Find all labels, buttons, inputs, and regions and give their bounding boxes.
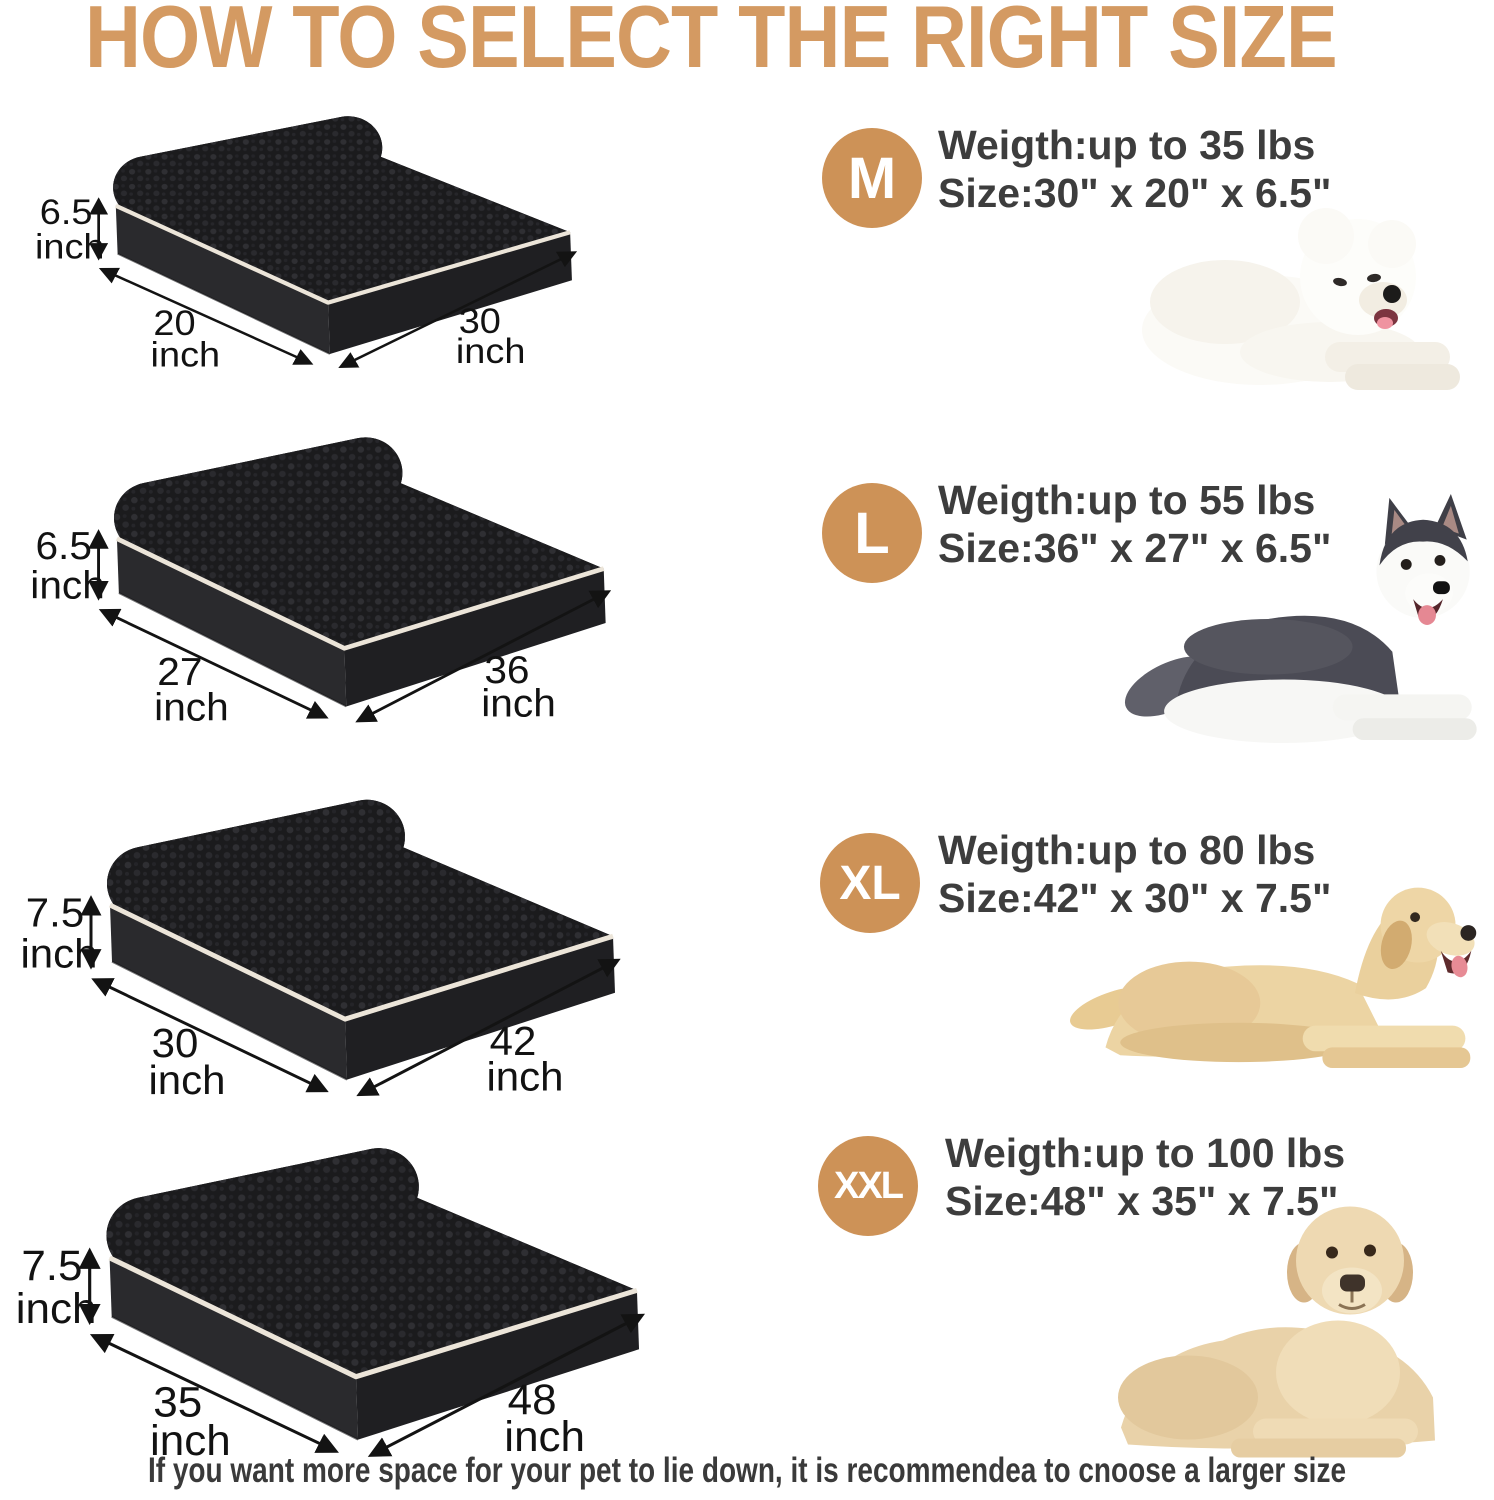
bed-illustration-m: 6.5 inch 20 inch 30 inch xyxy=(35,116,578,373)
dog-photo-golden-retriever xyxy=(1070,887,1477,1069)
dimension-arrows xyxy=(89,197,578,369)
width-value: 35 xyxy=(153,1379,202,1426)
weight-label: Weigth:up to 55 lbs xyxy=(938,477,1316,523)
size-info-m: Weigth:up to 35 lbs Size:30" x 20" x 6.5… xyxy=(938,122,1331,218)
bichon-dog-image xyxy=(1142,208,1460,390)
height-value: 6.5 xyxy=(35,525,91,568)
size-badge-xl: XL xyxy=(820,833,920,933)
length-unit: inch xyxy=(456,332,526,371)
dimension-arrows xyxy=(80,895,621,1097)
width-unit: inch xyxy=(154,686,229,728)
size-badge-l: L xyxy=(822,483,922,583)
size-label: Size:36" x 27" x 6.5" xyxy=(938,524,1332,571)
size-label: Size:42" x 30" x 7.5" xyxy=(938,874,1332,921)
width-unit: inch xyxy=(150,1417,231,1463)
weight-label: Weigth:up to 80 lbs xyxy=(938,827,1316,873)
height-value: 6.5 xyxy=(40,192,93,231)
length-value: 36 xyxy=(484,649,529,692)
height-unit: inch xyxy=(30,564,105,607)
husky-dog-image xyxy=(1124,493,1477,744)
bed-illustration-l: 6.5 inch 27 inch 36 inch xyxy=(30,437,612,728)
dog-photo-labrador xyxy=(1118,1206,1435,1458)
size-info-xxl: Weigth:up to 100 lbs Size:48" x 35" x 7.… xyxy=(945,1130,1345,1226)
size-label: Size:30" x 20" x 6.5" xyxy=(938,169,1332,216)
length-unit: inch xyxy=(486,1053,563,1099)
length-value: 48 xyxy=(508,1377,557,1424)
labrador-dog-image xyxy=(1118,1206,1435,1458)
height-value: 7.5 xyxy=(21,1243,82,1290)
page-title: HOW TO SELECT THE RIGHT SIZE xyxy=(85,0,1338,86)
length-unit: inch xyxy=(504,1413,585,1460)
length-value: 30 xyxy=(459,302,501,341)
width-unit: inch xyxy=(148,1057,225,1102)
length-unit: inch xyxy=(481,682,556,725)
width-value: 27 xyxy=(157,650,202,693)
size-badge-xxl: XXL xyxy=(818,1136,918,1236)
weight-label: Weigth:up to 100 lbs xyxy=(945,1130,1346,1176)
height-unit: inch xyxy=(20,930,97,976)
size-label: Size:48" x 35" x 7.5" xyxy=(945,1177,1339,1224)
size-info-xl: Weigth:up to 80 lbs Size:42" x 30" x 7.5… xyxy=(938,827,1331,923)
height-unit: inch xyxy=(16,1285,97,1332)
length-value: 42 xyxy=(490,1018,537,1064)
golden-retriever-dog-image xyxy=(1070,887,1477,1069)
width-value: 20 xyxy=(153,303,195,342)
width-unit: inch xyxy=(151,335,221,373)
height-value: 7.5 xyxy=(26,889,84,935)
dog-photo-bichon-frise xyxy=(1142,208,1460,390)
dimension-arrows xyxy=(78,1247,646,1457)
footer-note: If you want more space for your pet to l… xyxy=(147,1451,1347,1490)
bed-illustration-xxl: 7.5 inch 35 inch 48 inch xyxy=(16,1148,646,1463)
width-value: 30 xyxy=(152,1020,199,1066)
weight-label: Weigth:up to 35 lbs xyxy=(938,122,1316,168)
dog-photo-siberian-husky xyxy=(1124,493,1477,744)
size-badge-m: M xyxy=(822,128,922,228)
height-unit: inch xyxy=(35,227,105,266)
size-info-l: Weigth:up to 55 lbs Size:36" x 27" x 6.5… xyxy=(938,477,1331,573)
dimension-arrows xyxy=(88,529,612,723)
bed-illustration-xl: 7.5 inch 30 inch 42 inch xyxy=(20,799,621,1102)
